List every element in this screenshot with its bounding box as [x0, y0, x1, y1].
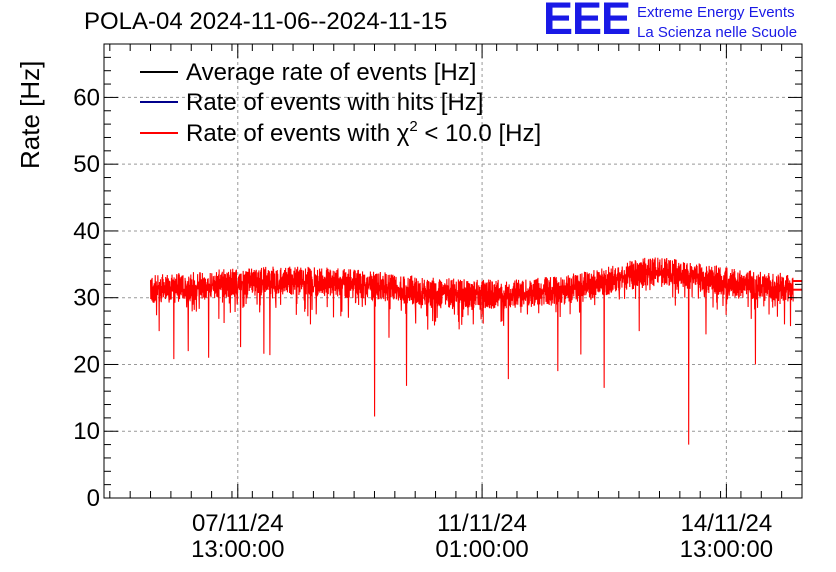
data-series — [149, 257, 802, 445]
y-tick-label: 0 — [87, 485, 100, 512]
legend-label-hits: Rate of events with hits [Hz] — [186, 89, 483, 116]
y-tick-label: 40 — [73, 218, 100, 245]
x-tick-label-date: 14/11/24 — [681, 510, 773, 537]
legend-label-average: Average rate of events [Hz] — [186, 59, 476, 86]
axes: 010203040506007/11/2413:00:0011/11/2401:… — [73, 43, 803, 563]
legend-label-chi2: Rate of events with χ2 < 10.0 [Hz] — [186, 118, 541, 147]
logo-text-line1: Extreme Energy Events — [637, 4, 795, 21]
series-chi2-line — [149, 257, 794, 445]
x-tick-label-time: 13:00:00 — [680, 536, 773, 563]
y-tick-label: 30 — [73, 285, 100, 312]
y-tick-label: 20 — [73, 351, 100, 378]
y-tick-label: 60 — [73, 84, 100, 111]
x-tick-label-time: 01:00:00 — [435, 536, 528, 563]
x-tick-label-date: 11/11/24 — [437, 510, 527, 537]
x-tick-label-date: 07/11/24 — [192, 510, 284, 537]
eee-logo: EEE — [543, 0, 631, 44]
y-tick-label: 50 — [73, 151, 100, 178]
legend: Average rate of events [Hz] Rate of event… — [140, 59, 541, 147]
chart-title: POLA-04 2024-11-06--2024-11-15 — [84, 8, 448, 35]
logo-text-line2: La Scienza nelle Scuole — [637, 24, 798, 41]
x-tick-label-time: 13:00:00 — [191, 536, 284, 563]
y-tick-label: 10 — [73, 418, 100, 445]
